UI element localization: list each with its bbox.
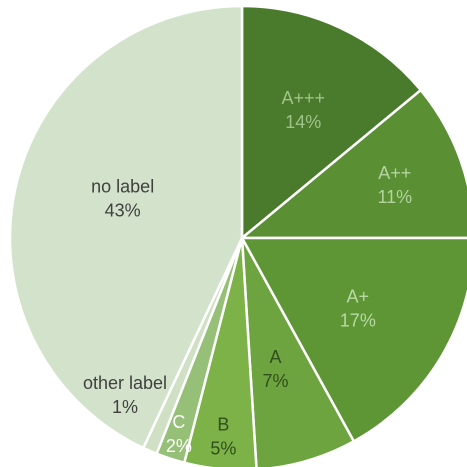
slice-label-c: C: [172, 412, 185, 432]
slice-value-c: 2%: [166, 436, 192, 456]
slice-label-aplusplusplus: A+++: [281, 88, 325, 108]
slice-label-no-label: no label: [91, 177, 154, 197]
slice-value-aplus: 17%: [340, 310, 376, 330]
slice-label-other-label: other label: [83, 373, 167, 393]
slice-value-b: 5%: [210, 438, 236, 458]
slice-label-b: B: [217, 414, 229, 434]
pie-slice-aplusplus: [238, 88, 467, 240]
slice-value-other-label: 1%: [112, 397, 138, 417]
slice-label-aplusplus: A++: [378, 163, 411, 183]
pie-slice-no-label: [8, 4, 244, 450]
pie-slice-aplusplusplus: [240, 4, 423, 241]
slice-value-no-label: 43%: [105, 201, 141, 221]
slice-value-a: 7%: [263, 371, 289, 391]
pie-slice-a: [240, 237, 356, 467]
slice-value-aplusplusplus: 14%: [285, 112, 321, 132]
slice-value-aplusplus: 11%: [377, 187, 412, 207]
slice-label-aplus: A+: [347, 286, 370, 306]
pie-slice-aplus: [239, 236, 467, 444]
slice-label-a: A: [270, 347, 282, 367]
